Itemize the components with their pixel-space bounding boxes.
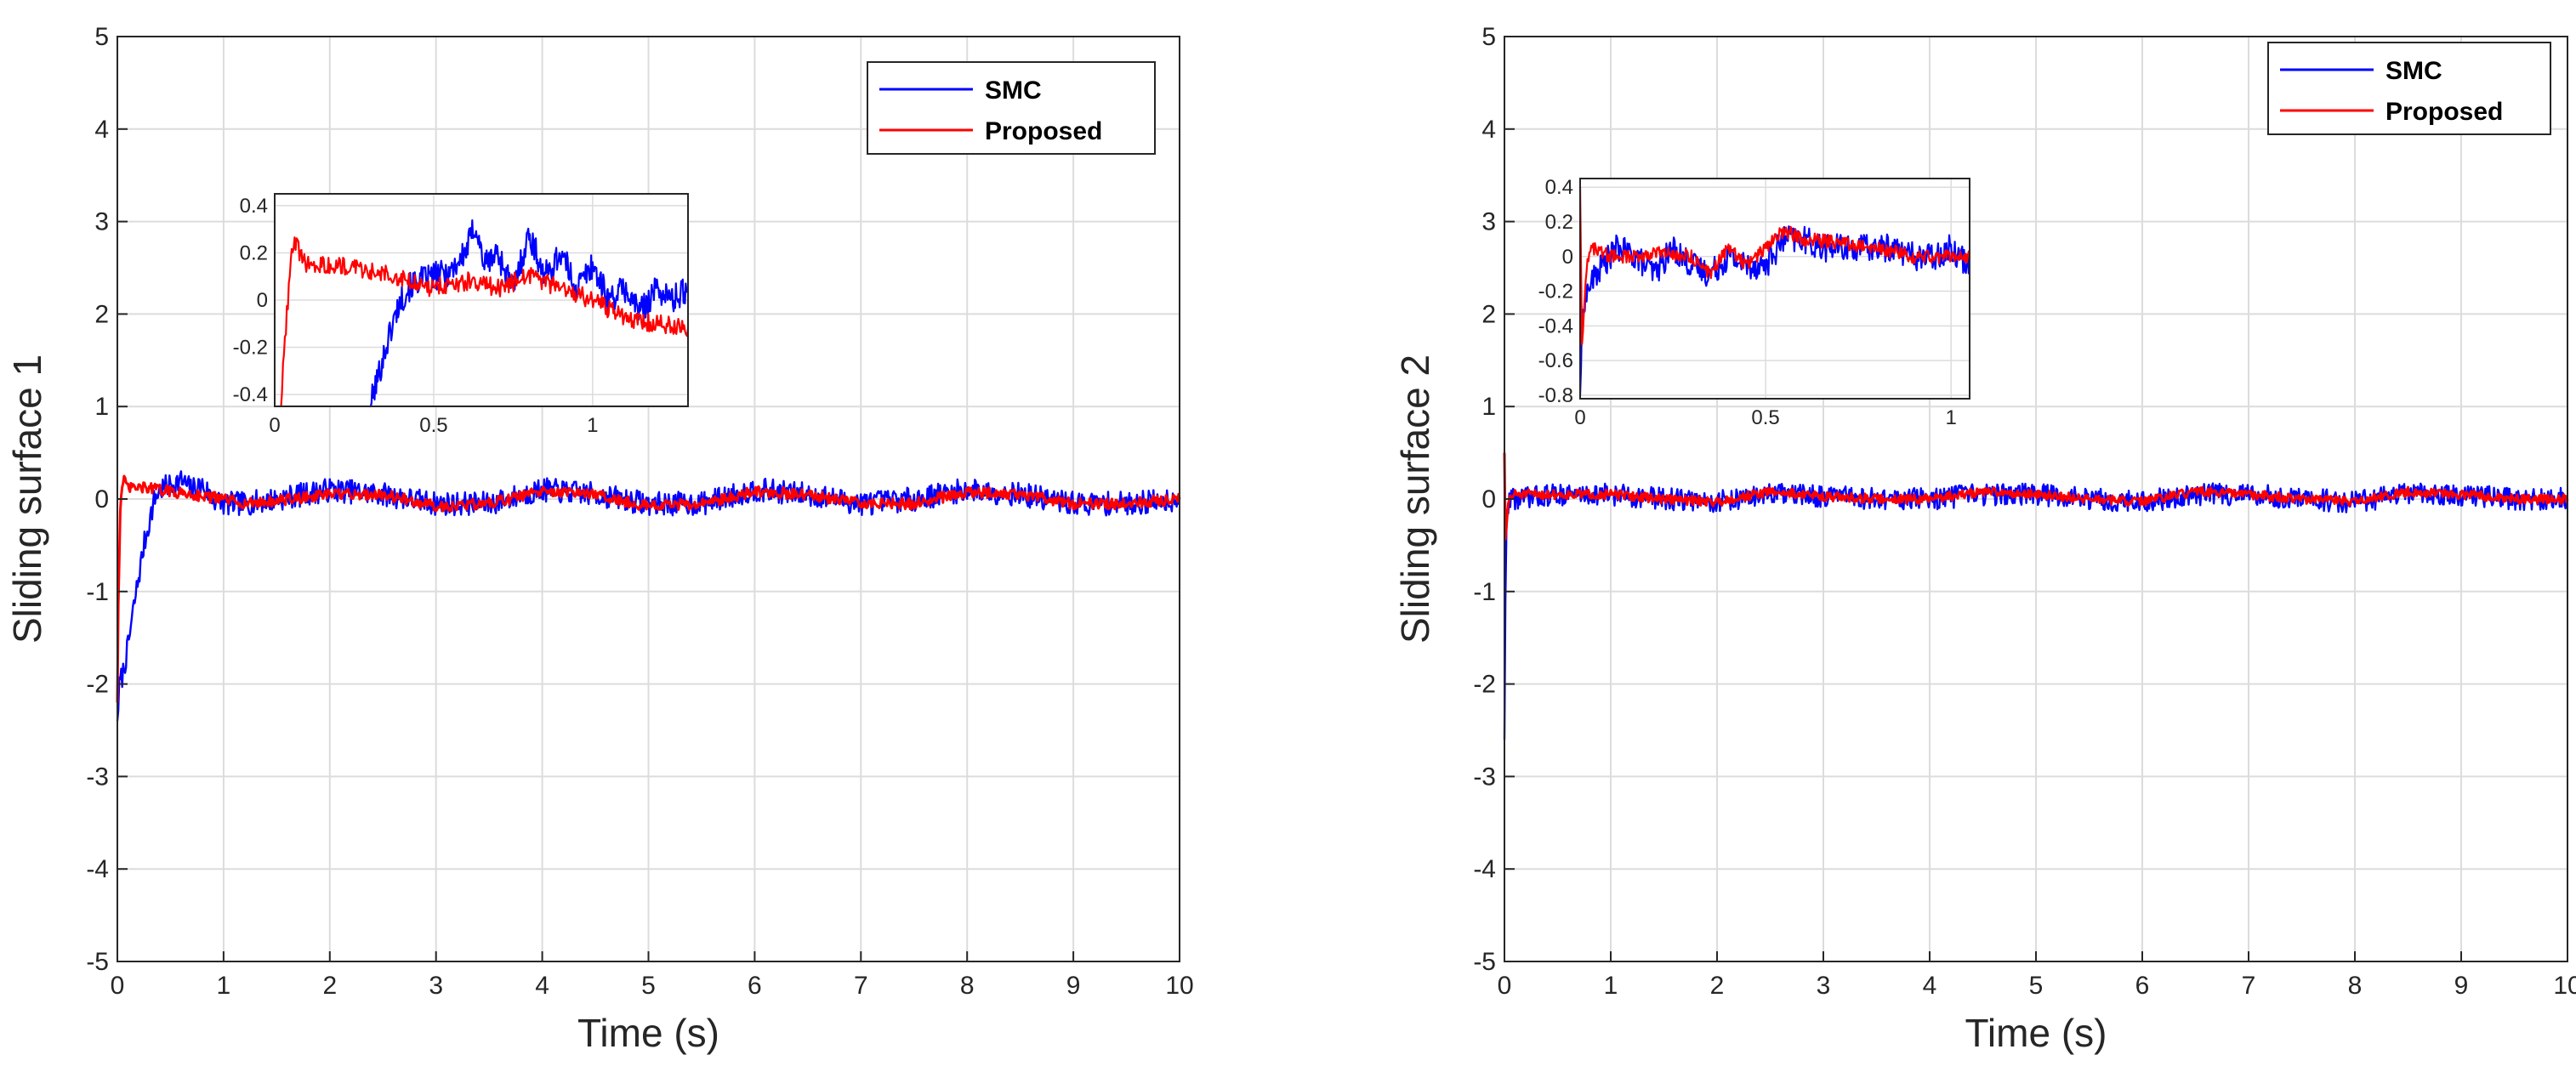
y-tick-label: 4 bbox=[94, 116, 109, 144]
x-tick-label: 1 bbox=[217, 972, 231, 1000]
y-tick-label: -3 bbox=[86, 763, 109, 791]
inset-x-tick-label: 0 bbox=[1574, 406, 1585, 429]
x-tick-label: 5 bbox=[641, 972, 656, 1000]
inset-zoom: 0 0.5 1 -0.4 -0.2 0 0.2 0.4 bbox=[233, 193, 690, 437]
x-tick-label: 10 bbox=[2553, 972, 2576, 1000]
inset-x-tick-label: 1 bbox=[587, 414, 598, 437]
y-axis-label: Sliding surface 2 bbox=[1393, 354, 1437, 644]
x-tick-label: 0 bbox=[1498, 972, 1512, 1000]
inset-y-tick-label: -0.4 bbox=[1538, 315, 1573, 337]
inset-y-tick-label: 0.2 bbox=[240, 241, 268, 264]
inset-x-tick-label: 0.5 bbox=[419, 414, 447, 437]
y-tick-label: 4 bbox=[1481, 116, 1496, 144]
x-axis-label: Time (s) bbox=[577, 1011, 719, 1055]
x-tick-label: 2 bbox=[322, 972, 337, 1000]
x-tick-label: 5 bbox=[2029, 972, 2044, 1000]
inset-y-tick-label: 0 bbox=[1562, 246, 1573, 269]
inset-zoom: 0 0.5 1 -0.8 -0.6 -0.4 -0.2 0 0.2 0.4 bbox=[1538, 176, 1971, 429]
y-tick-label: -5 bbox=[86, 948, 109, 976]
x-tick-label: 8 bbox=[2348, 972, 2363, 1000]
inset-y-tick-label: 0 bbox=[257, 289, 268, 312]
y-tick-label: 2 bbox=[1481, 300, 1496, 328]
inset-y-tick-label: -0.2 bbox=[233, 337, 268, 360]
inset-series-line-smc bbox=[1578, 225, 1971, 395]
x-tick-label: 10 bbox=[1165, 972, 1193, 1000]
x-tick-label: 0 bbox=[111, 972, 125, 1000]
inset-y-tick-label: -0.4 bbox=[233, 383, 268, 406]
y-tick-label: -1 bbox=[1473, 578, 1496, 606]
y-tick-label: 1 bbox=[1481, 393, 1496, 421]
inset-series-line-proposed bbox=[280, 236, 690, 407]
y-tick-label: 5 bbox=[94, 23, 109, 51]
x-tick-label: 6 bbox=[2135, 972, 2150, 1000]
series-line-proposed bbox=[116, 474, 1181, 703]
legend-label-smc: SMC bbox=[2386, 57, 2442, 85]
x-axis-label: Time (s) bbox=[1965, 1011, 2107, 1055]
inset-series-line-proposed bbox=[1578, 187, 1971, 345]
y-tick-label: 3 bbox=[94, 208, 109, 236]
legend-label-smc: SMC bbox=[985, 77, 1042, 105]
inset-x-tick-label: 0 bbox=[269, 414, 280, 437]
inset-y-tick-label: 0.2 bbox=[1545, 211, 1573, 234]
inset-y-tick-label: 0.4 bbox=[1545, 176, 1573, 199]
x-tick-label: 2 bbox=[1710, 972, 1725, 1000]
legend-box bbox=[2267, 42, 2551, 135]
inset-y-tick-label: 0.4 bbox=[240, 195, 268, 218]
x-tick-label: 7 bbox=[2242, 972, 2256, 1000]
legend-label-proposed: Proposed bbox=[2386, 98, 2503, 126]
legend-box bbox=[867, 61, 1156, 155]
x-tick-label: 3 bbox=[1817, 972, 1831, 1000]
y-tick-label: -5 bbox=[1473, 948, 1496, 976]
y-tick-label: 1 bbox=[94, 393, 109, 421]
inset-frame bbox=[274, 193, 689, 407]
x-tick-label: 9 bbox=[1066, 972, 1081, 1000]
y-tick-label: -4 bbox=[1473, 855, 1496, 883]
x-tick-label: 4 bbox=[1923, 972, 1937, 1000]
y-tick-label: 0 bbox=[94, 485, 109, 513]
inset-y-tick-label: -0.8 bbox=[1538, 384, 1573, 407]
inset-y-tick-label: -0.6 bbox=[1538, 349, 1573, 372]
x-tick-label: 4 bbox=[535, 972, 549, 1000]
legend-label-proposed: Proposed bbox=[985, 117, 1102, 145]
y-tick-label: 2 bbox=[94, 300, 109, 328]
inset-frame bbox=[1579, 178, 1970, 400]
y-axis-label: Sliding surface 1 bbox=[5, 354, 49, 644]
inset-x-tick-label: 0.5 bbox=[1751, 406, 1779, 429]
y-tick-label: -2 bbox=[86, 671, 109, 699]
y-tick-label: 0 bbox=[1481, 485, 1496, 513]
y-tick-label: -1 bbox=[86, 578, 109, 606]
inset-area bbox=[1580, 179, 1970, 399]
series-line-proposed bbox=[1503, 452, 2569, 541]
x-tick-label: 8 bbox=[960, 972, 975, 1000]
inset-series-line-smc bbox=[369, 219, 690, 408]
y-tick-label: -2 bbox=[1473, 671, 1496, 699]
x-tick-label: 9 bbox=[2454, 972, 2469, 1000]
y-tick-label: 3 bbox=[1481, 208, 1496, 236]
y-tick-label: -4 bbox=[86, 855, 109, 883]
x-tick-label: 7 bbox=[854, 972, 868, 1000]
x-tick-label: 1 bbox=[1604, 972, 1618, 1000]
x-tick-label: 3 bbox=[429, 972, 443, 1000]
inset-y-tick-label: -0.2 bbox=[1538, 281, 1573, 303]
y-tick-label: 5 bbox=[1481, 23, 1496, 51]
y-tick-label: -3 bbox=[1473, 763, 1496, 791]
x-tick-label: 6 bbox=[748, 972, 762, 1000]
inset-x-tick-label: 1 bbox=[1946, 406, 1957, 429]
